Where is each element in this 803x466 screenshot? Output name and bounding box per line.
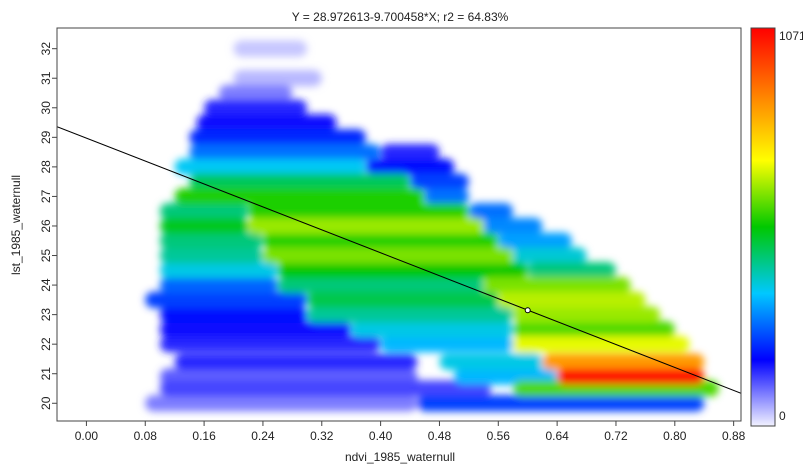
x-tick-label: 0.88 [722, 429, 746, 443]
density-band [498, 232, 572, 249]
x-tick-label: 0.64 [545, 429, 569, 443]
y-tick-label: 26 [39, 219, 53, 233]
x-tick-label: 0.40 [369, 429, 393, 443]
density-band [527, 262, 616, 279]
density-band [159, 276, 278, 294]
density-band [365, 158, 455, 176]
density-band [557, 368, 705, 385]
density-band [307, 291, 499, 308]
density-band [233, 40, 308, 57]
density-band [218, 84, 293, 102]
density-band [277, 262, 528, 279]
plot-frame [56, 27, 742, 422]
x-tick-label: 0.56 [487, 429, 511, 443]
y-tick-label: 31 [39, 71, 53, 85]
density-band [380, 143, 440, 161]
density-band [159, 262, 278, 279]
x-axis-ticks: 0.00 0.08 0.16 0.24 0.32 0.40 0.48 0.56 0.64 0.72… [75, 421, 746, 443]
density-band [145, 291, 308, 308]
density-band [248, 203, 469, 220]
chart-title: Y = 28.972613-9.700458*X; r2 = 64.83% [292, 10, 509, 24]
density-band [380, 336, 513, 353]
x-tick-label: 0.00 [75, 429, 99, 443]
colorbar-max-label: 1071 [779, 29, 803, 43]
y-tick-label: 21 [39, 367, 53, 381]
x-tick-label: 0.32 [310, 429, 334, 443]
y-tick-label: 30 [39, 101, 53, 115]
x-tick-label: 0.24 [251, 429, 275, 443]
density-band [159, 306, 308, 323]
density-band [307, 306, 513, 323]
mean-point-marker [524, 307, 531, 314]
y-tick-label: 32 [39, 42, 53, 56]
x-tick-label: 0.80 [663, 429, 687, 443]
y-tick-label: 22 [39, 337, 53, 351]
density-band [189, 143, 381, 161]
density-band [277, 276, 484, 294]
density-band [159, 217, 249, 235]
density-band [189, 173, 411, 190]
density-band [159, 321, 352, 338]
y-tick-label: 28 [39, 160, 53, 174]
y-tick-label: 27 [39, 189, 53, 203]
density-band [513, 336, 690, 353]
y-tick-label: 20 [39, 396, 53, 410]
density-band [159, 380, 491, 397]
density-band [424, 188, 469, 205]
density-band [189, 129, 366, 146]
x-tick-label: 0.48 [428, 429, 452, 443]
density-band [159, 336, 381, 353]
density-band [196, 114, 337, 131]
density-band [262, 232, 499, 249]
density-band [145, 395, 418, 412]
density-band [174, 158, 366, 176]
density-band [233, 70, 322, 87]
x-tick-label: 0.08 [134, 429, 158, 443]
density-band [159, 203, 249, 220]
density-band [439, 353, 543, 371]
density-band [498, 291, 646, 308]
density-band [159, 232, 263, 249]
density-band [513, 321, 675, 338]
density-band [174, 188, 425, 205]
x-axis-label: ndvi_1985_waternull [345, 450, 455, 464]
density-band [483, 276, 631, 294]
density-band [417, 395, 705, 412]
density-band [483, 217, 543, 235]
colorbar [750, 27, 776, 427]
colorbar-min-label: 0 [779, 409, 786, 423]
density-band [410, 173, 469, 190]
x-tick-label: 0.16 [192, 429, 216, 443]
density-layer [145, 40, 719, 412]
density-band [159, 247, 263, 264]
density-band [542, 353, 705, 371]
y-axis-ticks: 20 21 22 23 24 25 26 27 28 29 30 31 32 [39, 42, 57, 410]
density-band [513, 306, 661, 323]
density-band [174, 353, 418, 371]
y-axis-label: lst_1985_waternull [9, 175, 23, 275]
regression-line [57, 126, 741, 394]
density-band [513, 247, 587, 264]
density-band [468, 203, 513, 220]
y-tick-label: 25 [39, 249, 53, 263]
density-band [248, 217, 484, 235]
density-band [204, 99, 308, 116]
regression-layer [57, 126, 741, 394]
y-tick-label: 23 [39, 308, 53, 322]
y-tick-label: 24 [39, 278, 53, 292]
y-tick-label: 29 [39, 130, 53, 144]
x-tick-label: 0.72 [604, 429, 628, 443]
density-band [351, 321, 513, 338]
